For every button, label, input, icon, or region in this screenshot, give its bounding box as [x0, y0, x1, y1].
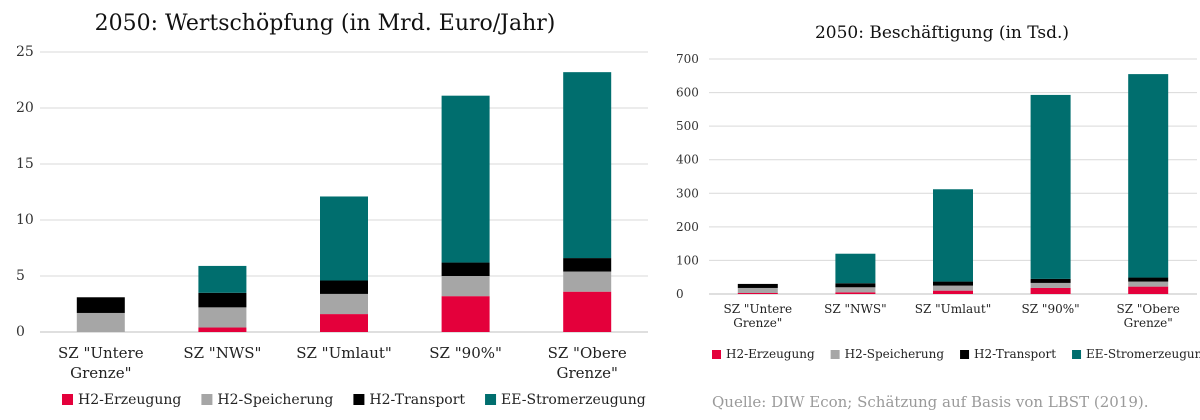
legend-swatch: [830, 350, 840, 359]
bar-segment: [1030, 94, 1071, 279]
y-tick-label: 5: [16, 268, 25, 284]
bar-segment: [441, 95, 490, 263]
bar-segment: [835, 287, 876, 293]
legend-swatch: [960, 350, 970, 359]
y-tick-label: 20: [16, 100, 34, 116]
bar-segment: [933, 285, 973, 291]
legend-label: H2-Speicherung: [845, 347, 945, 361]
legend-label: H2-Transport: [974, 347, 1056, 361]
bar-segment: [563, 258, 612, 272]
bar-segment: [563, 72, 612, 259]
bar-segment: [441, 262, 490, 276]
bar-segment: [320, 280, 368, 294]
legend-label: H2-Erzeugung: [726, 347, 815, 361]
y-tick-label: 25: [16, 44, 34, 60]
bar-segment: [563, 271, 612, 292]
x-category-label: SZ "90%": [429, 344, 502, 362]
legend-swatch: [353, 394, 365, 405]
y-tick-label: 700: [676, 52, 699, 66]
bar-segment: [198, 292, 247, 308]
y-tick-label: 0: [676, 287, 684, 301]
bar-segment: [1030, 287, 1071, 294]
legend-label: H2-Transport: [369, 392, 465, 408]
x-category-label: SZ "Untere Grenze": [724, 302, 793, 330]
bar-segment: [198, 307, 247, 328]
chart-title: 2050: Wertschöpfung (in Mrd. Euro/Jahr): [95, 11, 556, 36]
bar-segment: [76, 312, 125, 332]
bar-segment: [320, 314, 368, 332]
y-tick-label: 10: [16, 212, 34, 228]
legend-label: H2-Speicherung: [217, 392, 333, 408]
source-note: Quelle: DIW Econ; Schätzung auf Basis vo…: [712, 393, 1149, 411]
y-tick-label: 300: [676, 186, 699, 200]
bar-segment: [737, 283, 778, 288]
bar-segment: [320, 293, 368, 315]
legend-swatch: [62, 394, 73, 405]
x-category-label: SZ "Umlaut": [296, 344, 392, 362]
bar-segment: [76, 297, 125, 313]
x-category-label: SZ "Umlaut": [915, 302, 991, 316]
bar-segment: [320, 196, 368, 281]
chart-title: 2050: Beschäftigung (in Tsd.): [815, 23, 1069, 43]
x-category-label: SZ "90%": [1022, 302, 1080, 316]
y-tick-label: 15: [16, 156, 34, 172]
y-tick-label: 200: [676, 220, 699, 234]
bar-segment: [441, 296, 490, 332]
y-tick-label: 400: [676, 153, 699, 167]
bar-segment: [1030, 282, 1071, 288]
bar-segment: [933, 290, 973, 294]
y-tick-label: 100: [676, 253, 699, 267]
bar-segment: [835, 292, 876, 294]
x-category-label: SZ "Obere Grenze": [1117, 302, 1180, 330]
chart-beschaeftigung: 2050: Beschäftigung (in Tsd.) 0 100 200 300 4…: [676, 23, 1200, 361]
bar-segment: [563, 291, 612, 332]
bar-segment: [1128, 281, 1169, 287]
y-tick-label: 0: [16, 324, 25, 340]
bar-segment: [737, 287, 778, 293]
x-category-label: SZ "Untere Grenze": [58, 344, 144, 382]
bar-segment: [933, 189, 973, 282]
legend-swatch: [712, 350, 721, 359]
bar-segment: [1030, 278, 1071, 283]
legend-label: H2-Erzeugung: [78, 392, 181, 408]
bar-segment: [737, 292, 778, 294]
bar-segment: [933, 281, 973, 286]
bar-segment: [1128, 286, 1169, 294]
bar-segment: [198, 265, 247, 293]
x-category-label: SZ "NWS": [824, 302, 886, 316]
bar-segment: [835, 283, 876, 288]
bar-segment: [835, 253, 876, 284]
x-category-label: SZ "Obere Grenze": [548, 344, 627, 382]
bar-segment: [198, 327, 247, 332]
legend-swatch: [485, 394, 497, 405]
bar-segment: [1128, 277, 1169, 282]
bar-segment: [1128, 74, 1169, 278]
chart-wertschoepfung: 2050: Wertschöpfung (in Mrd. Euro/Jahr) 0…: [16, 11, 648, 408]
legend-swatch: [201, 394, 213, 405]
bar-segment: [441, 276, 490, 297]
y-tick-label: 500: [676, 119, 699, 133]
legend-label: EE-Stromerzeugung: [501, 392, 646, 408]
legend-swatch: [1072, 350, 1082, 359]
y-tick-label: 600: [676, 86, 699, 100]
x-category-label: SZ "NWS": [183, 344, 261, 362]
legend-label: EE-Stromerzeugung: [1086, 347, 1200, 361]
